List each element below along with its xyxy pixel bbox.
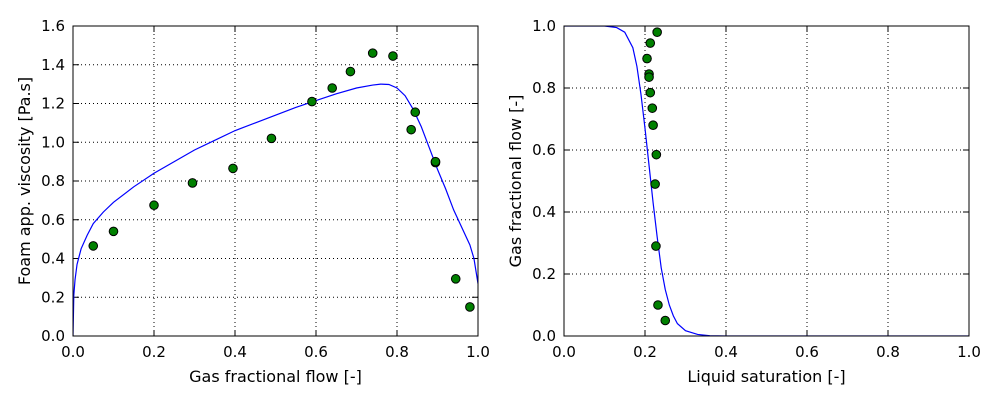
y-tick-label: 0.6 [532, 141, 556, 159]
x-tick-label: 0.6 [795, 343, 819, 361]
data-point [228, 163, 238, 174]
y-tick-label: 1.0 [41, 133, 65, 151]
x-axis-label: Gas fractional flow [-] [189, 367, 362, 386]
x-tick-label: 0.0 [61, 343, 85, 361]
data-point [367, 48, 378, 58]
y-tick-label: 0.4 [532, 203, 556, 221]
data-point [327, 83, 338, 93]
data-point [108, 226, 119, 237]
data-point [645, 87, 656, 98]
data-point [307, 96, 317, 107]
data-point [651, 241, 661, 251]
data-point [388, 51, 398, 61]
model-curve [564, 26, 969, 336]
x-tick-label: 0.4 [714, 343, 738, 361]
y-tick-label: 1.2 [41, 95, 65, 113]
data-point [644, 72, 654, 82]
x-axis-label: Liquid saturation [-] [687, 367, 845, 386]
y-axis-label: Gas fractional flow [-] [506, 95, 525, 268]
data-point [430, 156, 441, 167]
y-tick-label: 1.6 [41, 17, 65, 35]
x-tick-label: 0.8 [876, 343, 900, 361]
x-tick-label: 0.8 [385, 343, 409, 361]
plot-frame [72, 25, 479, 337]
plot-frame [563, 25, 970, 337]
data-point [647, 103, 658, 113]
x-tick-label: 0.2 [633, 343, 657, 361]
x-tick-label: 0.4 [223, 343, 247, 361]
x-tick-label: 1.0 [466, 343, 490, 361]
data-point [450, 274, 461, 284]
data-point [149, 200, 159, 211]
data-point [660, 315, 671, 326]
data-point [465, 302, 475, 312]
y-tick-label: 0.2 [41, 288, 65, 306]
data-point [187, 178, 198, 188]
x-tick-label: 0.6 [304, 343, 328, 361]
data-point [406, 124, 416, 135]
y-tick-label: 0.0 [41, 327, 65, 345]
right-chart: 0.0 0.2 0.4 0.6 0.8 1.0 0.0 0.2 0.4 0.6 0.8 1.0 Liqu… [506, 17, 981, 386]
data-point [652, 27, 662, 38]
y-tick-label: 0.0 [532, 327, 556, 345]
data-point [266, 133, 277, 144]
data-point [345, 66, 356, 77]
data-point [648, 120, 658, 130]
model-curve [73, 83, 478, 336]
x-tick-label: 0.2 [142, 343, 166, 361]
data-point [645, 38, 656, 48]
y-tick-label: 1.4 [41, 56, 65, 74]
data-point [642, 53, 652, 64]
y-tick-label: 0.4 [41, 250, 65, 268]
x-tick-label: 0.0 [552, 343, 576, 361]
data-point [651, 149, 662, 160]
y-tick-label: 0.2 [532, 265, 556, 283]
data-point [650, 179, 660, 189]
y-tick-label: 0.8 [41, 172, 65, 190]
x-tick-label: 1.0 [957, 343, 981, 361]
data-point [653, 300, 663, 310]
y-tick-label: 0.6 [41, 211, 65, 229]
data-point [88, 241, 99, 251]
data-point [410, 107, 421, 118]
left-chart: 0.0 0.2 0.4 0.6 0.8 1.0 0.0 0.2 0.4 0.6 0.8 1.0 1.2 1… [15, 17, 490, 386]
y-tick-label: 1.0 [532, 17, 556, 35]
y-tick-label: 0.8 [532, 79, 556, 97]
y-axis-label: Foam app. viscosity [Pa.s] [15, 77, 34, 285]
